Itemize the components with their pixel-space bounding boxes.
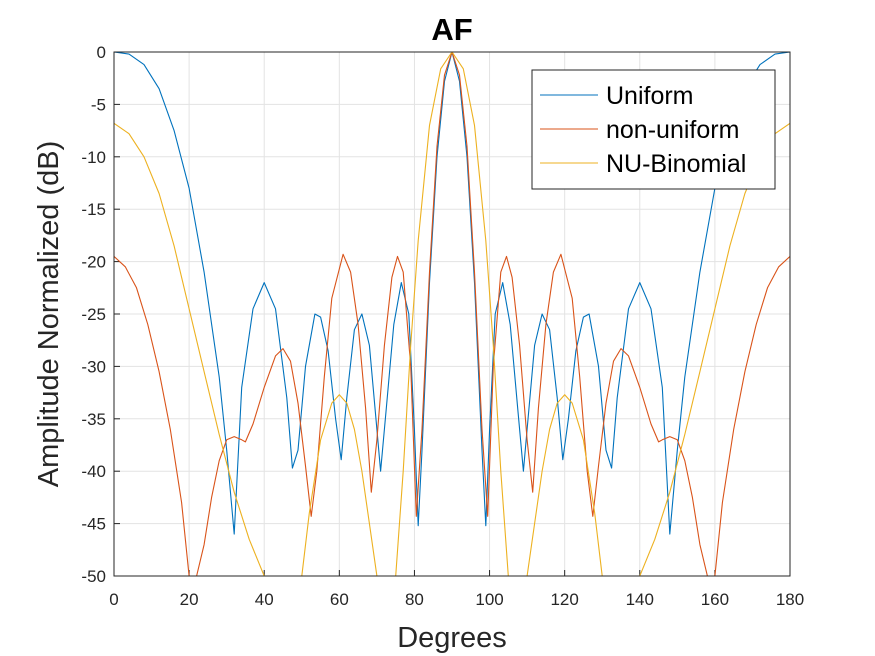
- y-tick-label: -30: [81, 357, 106, 376]
- legend-label: Uniform: [606, 82, 694, 110]
- legend-label: non-uniform: [606, 116, 739, 144]
- x-tick-label: 60: [330, 590, 349, 609]
- x-tick-label: 0: [109, 590, 118, 609]
- y-tick-label: 0: [97, 43, 106, 62]
- series-line-2: [114, 52, 790, 576]
- x-tick-label: 80: [405, 590, 424, 609]
- x-axis-label: Degrees: [397, 622, 507, 654]
- chart-title: AF: [431, 12, 472, 47]
- series-layer: [114, 52, 790, 576]
- x-tick-label: 20: [180, 590, 199, 609]
- y-tick-label: -15: [81, 200, 106, 219]
- y-tick-label: -10: [81, 148, 106, 167]
- y-tick-label: -45: [81, 515, 106, 534]
- y-tick-labels: 0 -5 -10 -15 -20 -25 -30 -35 -40 -45 -50: [81, 43, 106, 586]
- x-tick-label: 40: [255, 590, 274, 609]
- y-tick-label: -35: [81, 410, 106, 429]
- y-tick-label: -5: [91, 95, 106, 114]
- y-tick-label: -20: [81, 253, 106, 272]
- x-tick-label: 140: [626, 590, 654, 609]
- plot-frame: [113, 51, 791, 577]
- x-tick-labels: 0 20 40 60 80 100 120 140 160 180: [109, 590, 804, 609]
- legend-label: NU-Binomial: [606, 150, 746, 178]
- series-line-1: [114, 52, 790, 535]
- legend: Uniform non-uniform NU-Binomial: [531, 69, 776, 190]
- x-tick-label: 160: [701, 590, 729, 609]
- x-tick-label: 120: [550, 590, 578, 609]
- y-tick-label: -25: [81, 305, 106, 324]
- y-tick-label: -40: [81, 462, 106, 481]
- y-axis-label: Amplitude Normalized (dB): [33, 141, 65, 488]
- x-tick-label: 100: [475, 590, 503, 609]
- y-tick-label: -50: [81, 567, 106, 586]
- x-tick-label: 180: [776, 590, 804, 609]
- series-line-3: [114, 52, 790, 576]
